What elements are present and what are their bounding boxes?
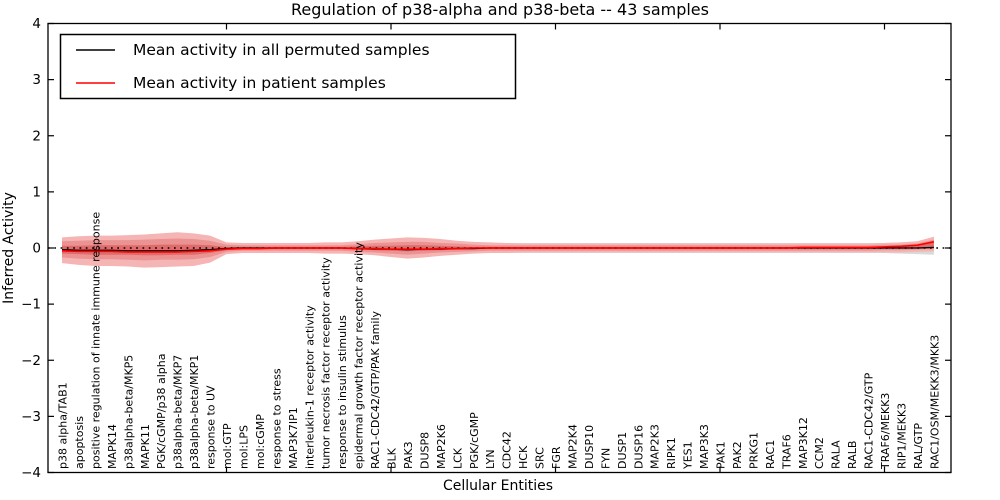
x-category-label: response to insulin stimulus [336,315,349,469]
x-category-label: apoptosis [73,416,86,469]
x-category-label: epidermal growth factor receptor activit… [353,242,366,469]
legend-label-permuted: Mean activity in all permuted samples [133,41,430,59]
x-category-label: BLK [386,447,399,469]
x-category-label: p38alpha-beta/MKP1 [188,355,201,469]
y-tick-label: 0 [32,241,41,257]
mean-patient-line [61,241,935,253]
x-category-label: MAP3K12 [797,417,810,469]
chart-title: Regulation of p38-alpha and p38-beta -- … [291,0,709,19]
x-category-label: response to UV [205,385,218,469]
legend: Mean activity in all permuted samples Me… [59,33,517,100]
x-category-label: mol:cGMP [254,414,267,469]
y-tick-label: −3 [21,409,41,425]
x-category-label: TRAF6/MEKK3 [879,393,892,470]
y-tick-label: 4 [32,16,41,32]
x-category-label: p38alpha-beta/MKP7 [172,355,185,469]
x-category-label: RIPK1 [665,437,678,469]
x-category-label: RALB [846,441,859,469]
x-category-label: response to stress [270,368,283,469]
y-axis-label: Inferred Activity [1,192,17,304]
x-category-label: MAPK14 [106,424,119,469]
x-category-label: LYN [484,449,497,469]
x-category-label: PAK2 [731,441,744,469]
legend-label-patient: Mean activity in patient samples [133,74,386,92]
x-category-label: PGK/cGMP/p38 alpha [155,354,168,469]
x-category-label: RAL/GTP [912,423,925,469]
y-tick-label: −2 [21,353,41,369]
x-category-label: CCM2 [813,437,826,469]
x-category-label: TRAF6 [780,434,793,470]
x-category-label: RAC1-CDC42/GTP [863,372,876,469]
x-category-label: tumor necrosis factor receptor activity [320,257,333,469]
x-category-label: p38alpha-beta/MKP5 [122,355,135,469]
x-category-label: PRKG1 [747,432,760,469]
x-category-label: interleukin-1 receptor activity [303,305,316,469]
x-category-label: FGR [550,446,563,469]
x-category-label: RAC1/OSM/MEKK3/MKK3 [928,335,941,469]
x-category-label: RIP1/MEKK3 [895,403,908,469]
x-axis-label: Cellular Entities [443,478,553,494]
x-category-label: PGK/cGMP [468,412,481,469]
x-category-label: DUSP10 [583,425,596,469]
x-category-label: MAP2K6 [435,424,448,469]
patient-range-mid-band [62,238,934,261]
x-category-label: MAP2K4 [566,424,579,469]
x-category-label: DUSP1 [616,432,629,469]
x-category-label: LCK [451,447,464,469]
y-tick-label: −4 [21,465,41,481]
y-tick-label: −1 [21,297,41,313]
legend-box [59,33,517,100]
x-category-label: PAK3 [402,441,415,469]
x-category-label: HCK [517,445,530,469]
x-category-label: SRC [534,447,547,469]
x-category-label: MAP2K3 [649,424,662,469]
x-category-label: mol:GTP [221,423,234,469]
y-tick-label: 2 [32,128,41,144]
x-category-label: CDC42 [501,431,514,469]
x-category-label: FYN [599,448,612,469]
x-category-label: positive regulation of innate immune res… [89,212,102,469]
y-tick-label: 3 [32,72,41,88]
x-category-label: mol:LPS [237,425,250,469]
x-category-label: RAC1 [764,440,777,469]
x-category-label: DUSP16 [632,425,645,469]
plot-area: 4 3 2 1 0 −1 −2 −3 −4 p38 alpha/TAB1 apoptosis posi… [21,16,952,481]
x-category-label: RALA [830,440,843,469]
x-category-label: YES1 [682,441,695,470]
x-category-label: MAPK11 [139,424,152,469]
x-category-label: PAK1 [715,441,728,469]
x-category-label: MAP3K3 [698,424,711,469]
x-category-label: MAP3K7IP1 [287,407,300,469]
x-category-label: DUSP8 [418,432,431,469]
x-category-label: p38 alpha/TAB1 [57,382,70,469]
y-tick-label: 1 [32,184,41,200]
x-category-label: RAC1-CDC42/GTP/PAK family [369,310,382,469]
